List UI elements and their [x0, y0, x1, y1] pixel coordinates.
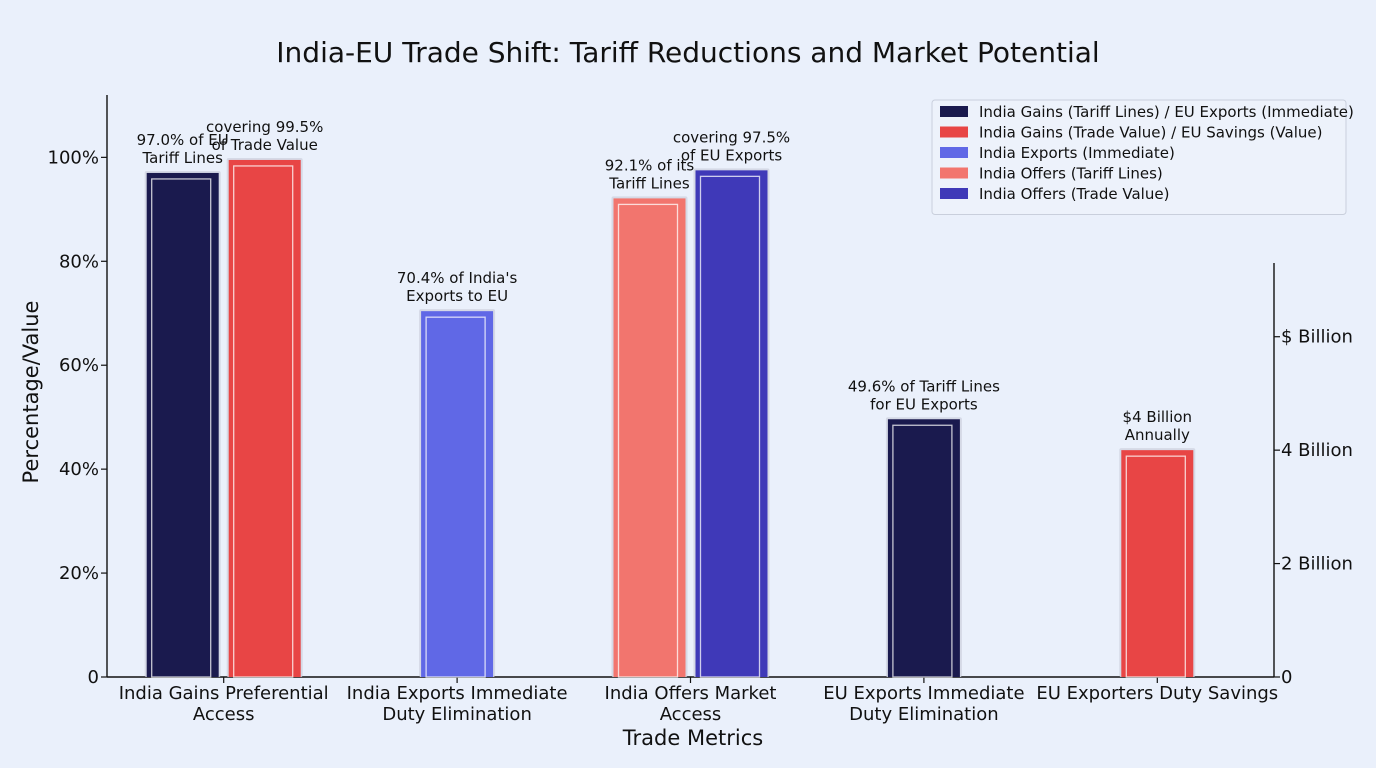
legend-swatch: [940, 188, 968, 199]
y-axis-label: Percentage/Value: [19, 301, 43, 484]
x-category-label: India Gains Preferential: [119, 683, 329, 704]
legend: India Gains (Tariff Lines) / EU Exports …: [931, 99, 1354, 215]
x-category-label: EU Exports Immediate: [823, 683, 1024, 704]
legend-swatch: [940, 106, 968, 117]
data-label: covering 99.5%: [206, 118, 323, 136]
data-label: 49.6% of Tariff Lines: [848, 377, 1000, 395]
bar-highlight: [233, 165, 294, 678]
y-tick-label: 40%: [59, 459, 99, 480]
legend-box: [931, 99, 1347, 215]
legend-label: India Offers (Trade Value): [979, 185, 1169, 203]
secondary-y-tick-label: 0: [1281, 667, 1292, 688]
bar-highlight: [151, 178, 212, 678]
bar-highlight: [1125, 455, 1186, 678]
bar: [421, 311, 494, 677]
bar-highlight: [617, 203, 679, 678]
y-tick-label: 20%: [59, 563, 99, 584]
y-tick-label: 0: [88, 667, 99, 688]
legend-label: India Offers (Tariff Lines): [979, 165, 1163, 183]
x-category-label: Duty Elimination: [382, 704, 532, 725]
data-label: for EU Exports: [870, 395, 978, 413]
legend-swatch: [940, 126, 968, 138]
secondary-y-tick-label: $ Billion: [1281, 327, 1353, 348]
legend-label: India Gains (Tariff Lines) / EU Exports …: [979, 103, 1354, 121]
x-category-label: EU Exporters Duty Savings: [1036, 683, 1278, 704]
data-label: Tariff Lines: [608, 174, 690, 192]
bar: [228, 159, 301, 678]
bar-highlight: [699, 175, 761, 678]
y-tick-label: 100%: [48, 147, 99, 168]
data-label: Exports to EU: [406, 287, 508, 305]
bar: [695, 170, 768, 678]
x-category-label: Access: [660, 704, 722, 725]
data-label: of EU Exports: [681, 146, 783, 164]
bar: [146, 172, 219, 678]
legend-swatch: [940, 147, 968, 158]
legend-label: India Gains (Trade Value) / EU Savings (…: [979, 124, 1322, 142]
data-label: 92.1% of its: [605, 156, 695, 174]
data-label: Annually: [1125, 426, 1190, 444]
plot-area: 0 20% 40% 60% 80% 100% 0 2 Billion 4 Billion $ Bi…: [48, 95, 1353, 725]
secondary-y-tick-label: 2 Billion: [1281, 554, 1353, 575]
data-label: $4 Billion: [1123, 408, 1193, 426]
x-axis-label: Trade Metrics: [622, 726, 763, 750]
y-tick-label: 80%: [59, 251, 99, 272]
data-label: covering 97.5%: [673, 128, 790, 146]
legend-swatch: [940, 167, 968, 179]
secondary-y-tick-label: 4 Billion: [1281, 440, 1353, 461]
data-label: Tariff Lines: [142, 149, 224, 167]
bar: [1121, 450, 1194, 677]
data-label: 97.0% of EU: [137, 131, 229, 149]
bar-highlight: [892, 424, 953, 678]
y-tick-label: 60%: [59, 355, 99, 376]
x-category-label: India Exports Immediate: [347, 683, 568, 704]
x-category-label: Access: [193, 704, 255, 725]
bar: [887, 419, 960, 677]
data-label: of Trade Value: [212, 136, 318, 154]
x-category-label: India Offers Market: [605, 683, 777, 704]
bar: [613, 198, 686, 677]
x-category-label: Duty Elimination: [849, 704, 999, 725]
bar-highlight: [425, 316, 486, 678]
legend-label: India Exports (Immediate): [979, 144, 1175, 162]
chart-title: India-EU Trade Shift: Tariff Reductions …: [276, 36, 1099, 69]
data-label: 70.4% of India's: [397, 269, 518, 287]
